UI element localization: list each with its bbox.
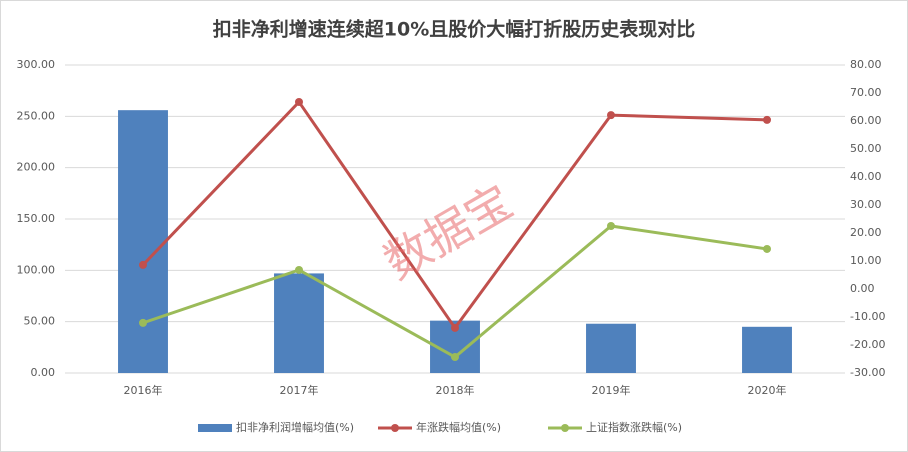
legend-swatch <box>198 424 232 432</box>
x-tick-label: 2016年 <box>124 383 163 397</box>
bar <box>742 326 792 373</box>
bar <box>274 273 324 373</box>
legend-swatch <box>391 424 399 432</box>
y2-tick-label: 70.00 <box>850 86 882 99</box>
y-tick-label: 250.00 <box>17 109 56 122</box>
y2-tick-label: 40.00 <box>850 170 882 183</box>
y2-tick-label: 20.00 <box>850 226 882 239</box>
x-tick-label: 2020年 <box>748 383 787 397</box>
line-point <box>607 222 615 230</box>
y2-tick-label: 30.00 <box>850 198 882 211</box>
y-tick-label: 150.00 <box>17 212 56 225</box>
y2-tick-label: 0.00 <box>850 282 875 295</box>
y2-tick-label: 80.00 <box>850 58 882 71</box>
line-point <box>139 318 147 327</box>
y-tick-label: 300.00 <box>17 58 56 71</box>
line-point <box>763 115 771 124</box>
y-tick-label: 200.00 <box>17 161 56 174</box>
y2-tick-label: -30.00 <box>850 366 885 379</box>
line-point <box>139 260 147 269</box>
bar <box>118 110 168 373</box>
legend-label: 扣非净利润增幅均值(%) <box>236 420 354 434</box>
x-tick-label: 2019年 <box>592 383 631 397</box>
line-point <box>295 265 303 274</box>
line-point <box>295 97 303 106</box>
y-tick-label: 50.00 <box>24 315 56 328</box>
legend-label: 年涨跌幅均值(%) <box>416 420 501 434</box>
chart-title: 扣非净利增速连续超10%且股价大幅打折股历史表现对比 <box>213 18 695 41</box>
y-tick-label: 0.00 <box>31 366 56 379</box>
line-point <box>451 353 459 362</box>
y-tick-label: 100.00 <box>17 263 56 276</box>
line-point <box>451 323 459 332</box>
legend-swatch <box>561 424 569 432</box>
legend-label: 上证指数涨跌幅(%) <box>586 420 682 434</box>
line-point <box>763 244 771 253</box>
bar <box>586 323 636 373</box>
y2-tick-label: 10.00 <box>850 254 882 267</box>
x-tick-label: 2018年 <box>436 383 475 397</box>
line-point <box>607 111 615 120</box>
y2-tick-label: -10.00 <box>850 310 885 323</box>
y2-tick-label: 50.00 <box>850 142 882 155</box>
y2-tick-label: 60.00 <box>850 114 882 127</box>
y2-tick-label: -20.00 <box>850 338 885 351</box>
x-tick-label: 2017年 <box>280 383 319 397</box>
